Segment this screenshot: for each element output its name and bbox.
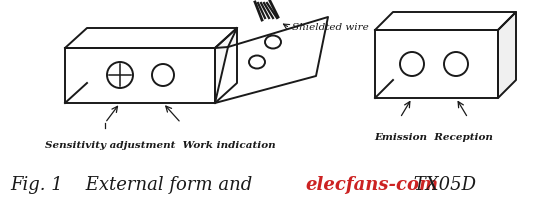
Text: Emission  Reception: Emission Reception (374, 134, 493, 142)
Polygon shape (215, 17, 328, 103)
Polygon shape (65, 28, 237, 48)
Polygon shape (375, 12, 516, 30)
Polygon shape (65, 48, 215, 103)
Polygon shape (498, 12, 516, 98)
Text: Fig. 1    External form and: Fig. 1 External form and (10, 176, 258, 194)
Polygon shape (215, 28, 237, 103)
Polygon shape (375, 30, 498, 98)
Text: TX05D: TX05D (408, 176, 476, 194)
Text: Shieldted wire: Shieldted wire (292, 23, 369, 33)
Text: Sensitivity adjustment  Work indication: Sensitivity adjustment Work indication (45, 141, 276, 149)
Text: elecfans-com: elecfans-com (305, 176, 438, 194)
